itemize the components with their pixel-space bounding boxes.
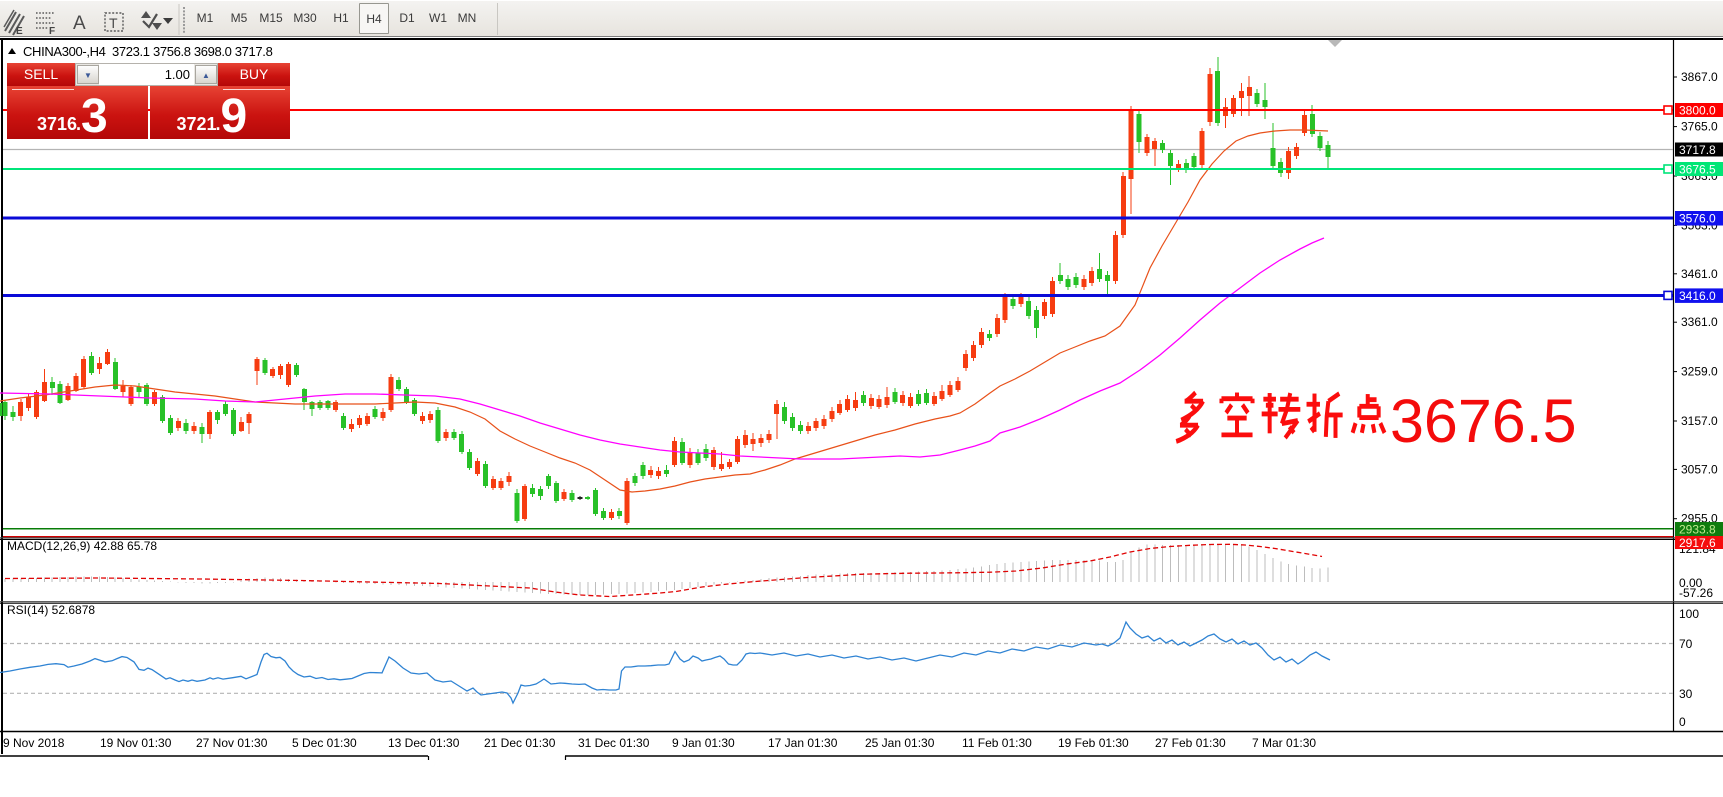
svg-text:3676.5: 3676.5 — [1390, 387, 1577, 455]
svg-text:3416.0: 3416.0 — [1679, 289, 1716, 303]
svg-text:2933.8: 2933.8 — [1679, 523, 1716, 537]
svg-text:19 Feb 01:30: 19 Feb 01:30 — [1058, 736, 1129, 750]
svg-text:3867.0: 3867.0 — [1681, 70, 1718, 84]
svg-text:9 Jan 01:30: 9 Jan 01:30 — [672, 736, 735, 750]
svg-text:3576.0: 3576.0 — [1679, 212, 1716, 226]
svg-text:F: F — [49, 26, 55, 37]
svg-text:2917.6: 2917.6 — [1679, 536, 1716, 550]
svg-text:3676.5: 3676.5 — [1679, 163, 1716, 177]
svg-text:30: 30 — [1679, 687, 1693, 701]
svg-text:13 Dec 01:30: 13 Dec 01:30 — [388, 736, 460, 750]
svg-text:CHINA300-,H4 3723.1 3756.8 36: CHINA300-,H4 3723.1 3756.8 3698.0 3717.8 — [23, 44, 273, 59]
svg-text:-57.26: -57.26 — [1679, 586, 1713, 600]
svg-text:3800.0: 3800.0 — [1679, 104, 1716, 118]
svg-text:100: 100 — [1679, 607, 1699, 621]
svg-text:17 Jan 01:30: 17 Jan 01:30 — [768, 736, 838, 750]
svg-text:A: A — [73, 13, 86, 34]
svg-text:27 Feb 01:30: 27 Feb 01:30 — [1155, 736, 1226, 750]
svg-text:T: T — [109, 15, 118, 31]
svg-text:21 Dec 01:30: 21 Dec 01:30 — [484, 736, 556, 750]
svg-text:70: 70 — [1679, 637, 1693, 651]
svg-text:3157.0: 3157.0 — [1681, 414, 1718, 428]
svg-text:25 Jan 01:30: 25 Jan 01:30 — [865, 736, 935, 750]
svg-text:0.00: 0.00 — [1679, 576, 1703, 590]
svg-text:19 Nov 01:30: 19 Nov 01:30 — [100, 736, 172, 750]
svg-text:RSI(14) 52.6878: RSI(14) 52.6878 — [7, 603, 95, 617]
svg-text:0: 0 — [1679, 715, 1686, 729]
svg-text:3259.0: 3259.0 — [1681, 365, 1718, 379]
svg-text:E: E — [16, 26, 23, 37]
svg-text:7 Mar 01:30: 7 Mar 01:30 — [1252, 736, 1316, 750]
svg-text:31 Dec 01:30: 31 Dec 01:30 — [578, 736, 650, 750]
svg-text:9 Nov 2018: 9 Nov 2018 — [3, 736, 65, 750]
svg-text:3057.0: 3057.0 — [1681, 462, 1718, 476]
svg-text:27 Nov 01:30: 27 Nov 01:30 — [196, 736, 268, 750]
svg-text:5 Dec 01:30: 5 Dec 01:30 — [292, 736, 357, 750]
svg-text:3361.0: 3361.0 — [1681, 315, 1718, 329]
svg-text:3765.0: 3765.0 — [1681, 120, 1718, 134]
svg-text:3461.0: 3461.0 — [1681, 267, 1718, 281]
svg-text:3717.8: 3717.8 — [1679, 143, 1716, 157]
svg-text:MACD(12,26,9) 42.88 65.78: MACD(12,26,9) 42.88 65.78 — [7, 539, 157, 553]
svg-text:11 Feb 01:30: 11 Feb 01:30 — [962, 736, 1032, 750]
